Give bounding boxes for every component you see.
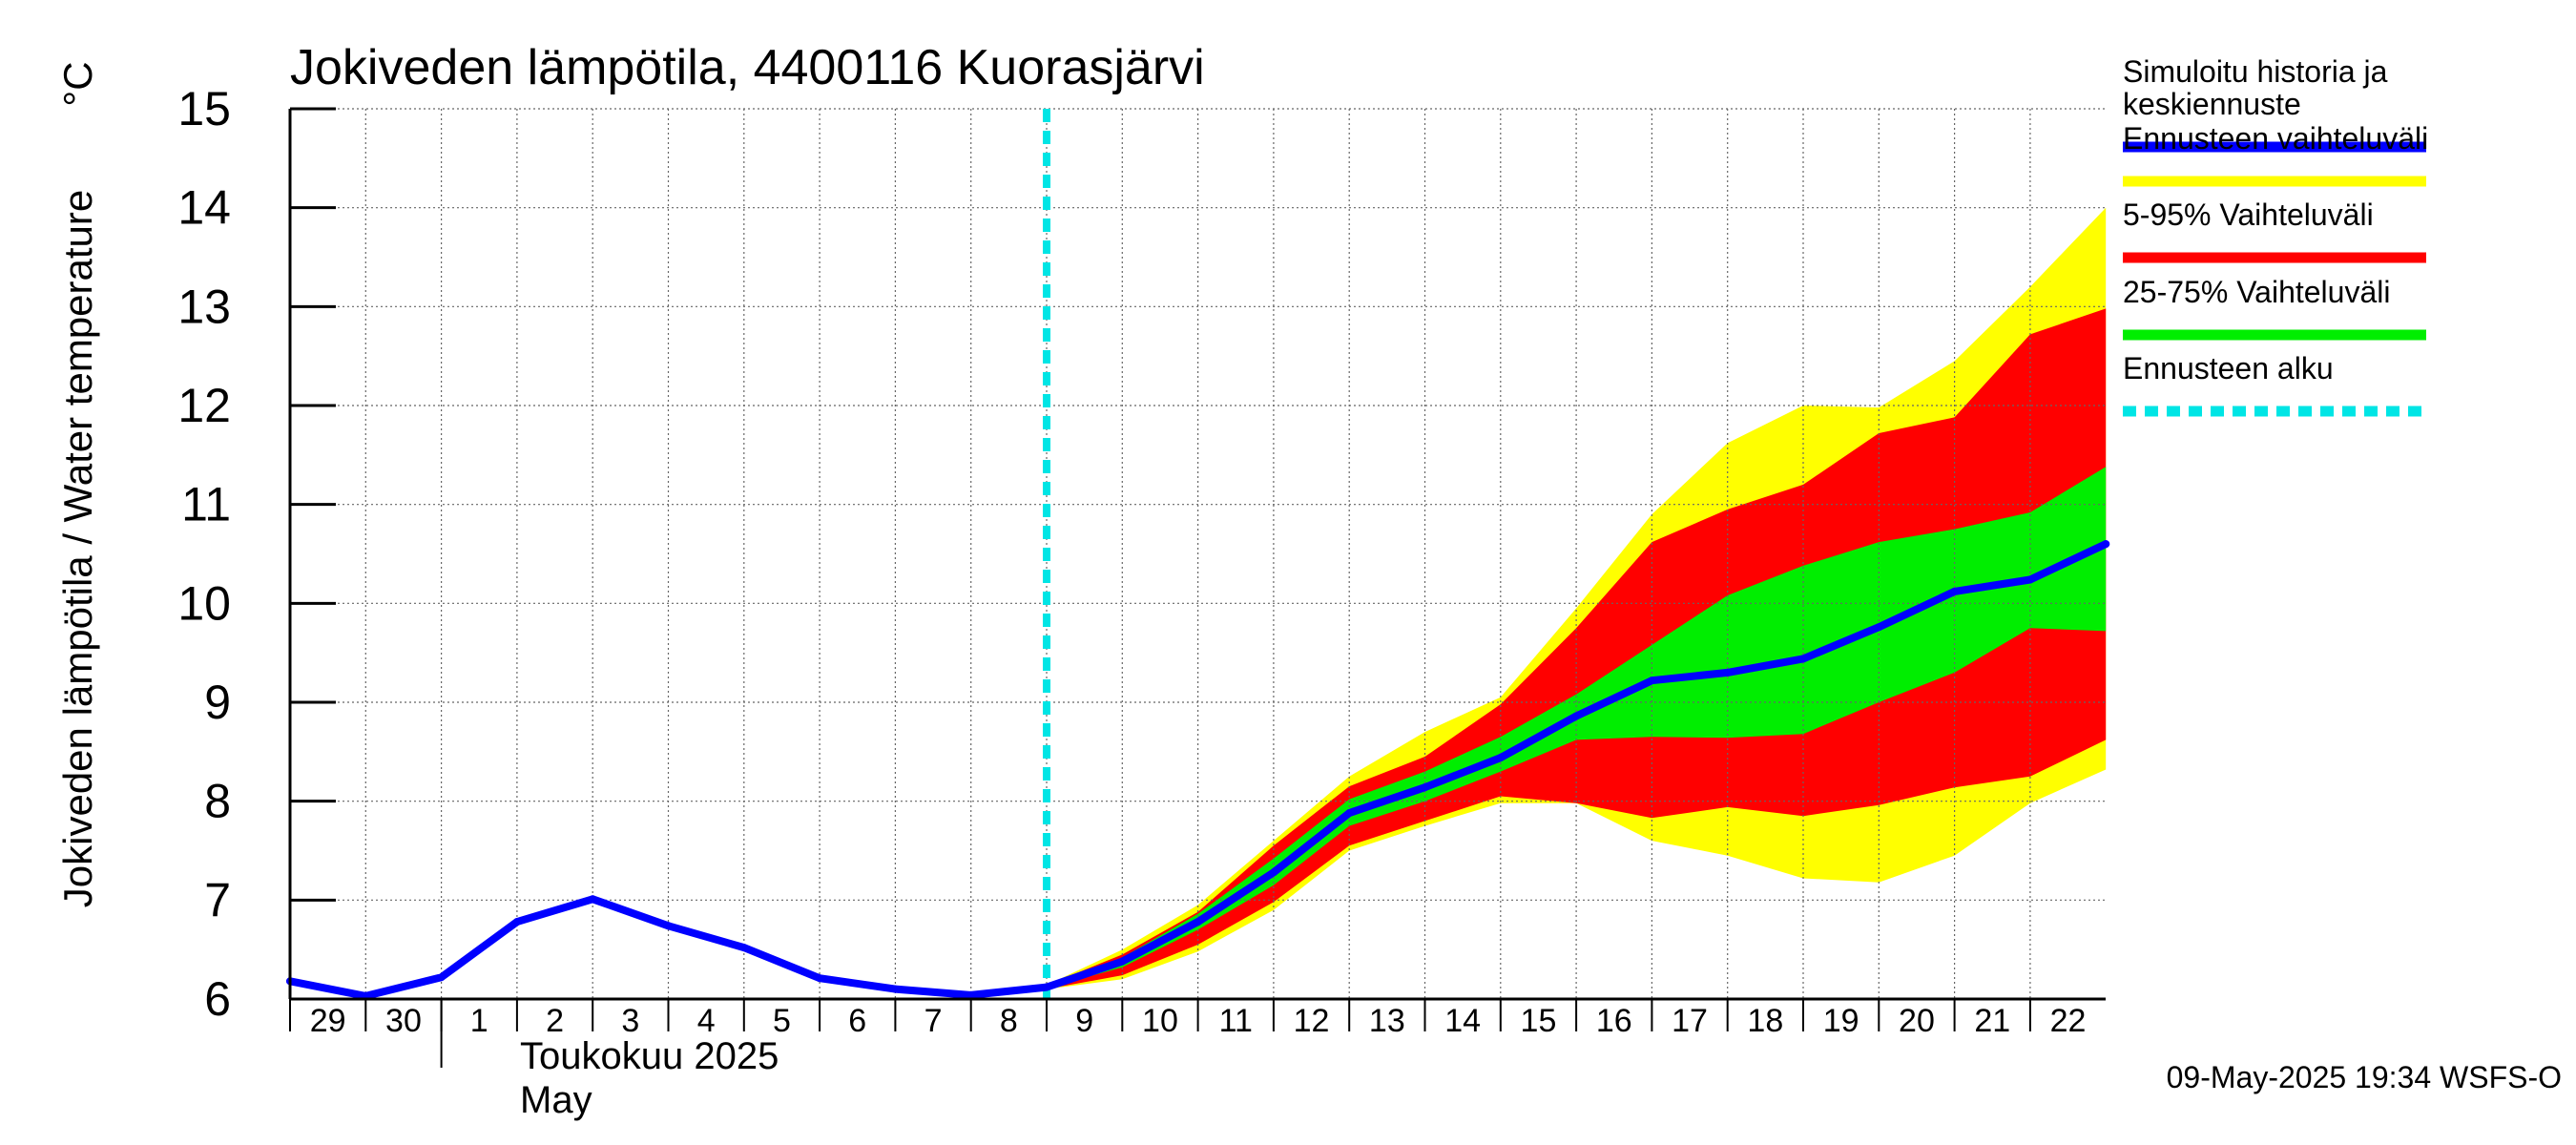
chart-title: Jokiveden lämpötila, 4400116 Kuorasjärvi (290, 40, 1205, 95)
series-point (1118, 957, 1127, 966)
legend: Simuloitu historia jakeskiennusteEnnuste… (2123, 54, 2428, 417)
series-point (589, 895, 597, 904)
x-tick-label: 3 (621, 1003, 639, 1039)
month-label-english: May (520, 1079, 592, 1121)
series-point (664, 922, 673, 930)
x-tick-label: 16 (1596, 1003, 1632, 1039)
series-point (437, 973, 446, 982)
month-label: Toukokuu 2025 (520, 1035, 779, 1077)
series-point (816, 974, 824, 983)
series-point (1875, 623, 1883, 632)
series-point (739, 944, 748, 952)
x-tick-label: 22 (2050, 1003, 2087, 1039)
legend-label: 5-95% Vaihteluväli (2123, 198, 2374, 232)
x-tick-label: 12 (1294, 1003, 1330, 1039)
x-tick-label: 10 (1142, 1003, 1178, 1039)
series-point (1496, 754, 1505, 762)
series-point (1269, 868, 1278, 877)
y-tick-label: 10 (177, 576, 231, 630)
legend-label: keskiennuste (2123, 87, 2301, 121)
series-point (2025, 575, 2034, 584)
y-tick-label: 14 (177, 181, 231, 235)
x-tick-label: 18 (1747, 1003, 1783, 1039)
series-point (1723, 668, 1732, 677)
x-tick-label: 4 (697, 1003, 716, 1039)
series-point (1043, 983, 1050, 991)
legend-label: Ennusteen alku (2123, 351, 2334, 385)
series-point (966, 990, 975, 999)
legend-label: Simuloitu historia ja (2123, 54, 2388, 89)
y-axis-label: Jokiveden lämpötila / Water temperature (55, 190, 100, 907)
x-tick-label: 17 (1672, 1003, 1708, 1039)
series-point (512, 918, 521, 926)
x-tick-label: 14 (1444, 1003, 1481, 1039)
x-tick-label: 8 (1000, 1003, 1018, 1039)
y-tick-label: 6 (204, 972, 231, 1026)
series-point (891, 985, 900, 993)
series-point (1950, 587, 1959, 595)
forecast-band-3 (1047, 467, 2107, 989)
series-point (1648, 677, 1656, 685)
y-tick-label: 13 (177, 280, 231, 333)
x-tick-label: 21 (1974, 1003, 2010, 1039)
timestamp: 09-May-2025 19:34 WSFS-O (2167, 1060, 2562, 1094)
x-tick-label: 6 (848, 1003, 866, 1039)
series-point (1799, 655, 1807, 663)
series-point (1194, 918, 1202, 926)
x-tick-label: 11 (1219, 1003, 1253, 1039)
legend-label: Ennusteen vaihteluväli (2123, 121, 2428, 156)
x-tick-label: 29 (310, 1003, 346, 1039)
legend-label: 25-75% Vaihteluväli (2123, 275, 2390, 309)
x-tick-label: 19 (1823, 1003, 1859, 1039)
y-tick-label: 11 (181, 478, 231, 531)
series-point (1421, 783, 1429, 792)
x-tick-label: 9 (1075, 1003, 1093, 1039)
x-tick-label: 7 (924, 1003, 943, 1039)
y-tick-label: 8 (204, 775, 231, 828)
x-tick-label: 2 (546, 1003, 564, 1039)
y-tick-label: 9 (204, 676, 231, 729)
x-tick-label: 20 (1899, 1003, 1935, 1039)
y-tick-label: 7 (204, 873, 231, 926)
x-tick-label: 30 (385, 1003, 422, 1039)
x-tick-label: 5 (773, 1003, 791, 1039)
x-tick-label: 15 (1521, 1003, 1557, 1039)
x-tick-label: 13 (1369, 1003, 1405, 1039)
series-point (2102, 540, 2110, 549)
y-tick-label: 12 (177, 379, 231, 432)
y-tick-label: 15 (177, 82, 231, 135)
x-tick-label: 1 (470, 1003, 488, 1039)
y-axis-unit: °C (55, 61, 100, 106)
series-point (1345, 809, 1354, 818)
series-point (1572, 712, 1581, 720)
